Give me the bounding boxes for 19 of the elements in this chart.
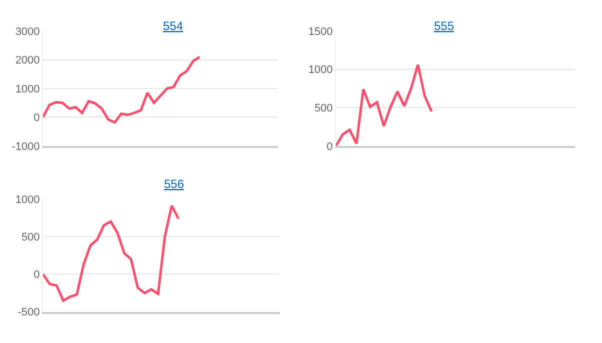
y-tick-label: 0 <box>326 140 333 153</box>
y-tick-label: 1000 <box>308 64 333 76</box>
y-tick-label: 0 <box>34 112 40 124</box>
y-tick-label: -1000 <box>12 140 40 153</box>
line-series <box>43 204 180 302</box>
y-tick-label: -500 <box>18 306 40 319</box>
y-tick-label: 500 <box>314 102 333 114</box>
y-tick-label: 1000 <box>15 194 40 206</box>
line-series <box>43 56 201 124</box>
y-tick-label: 2000 <box>15 54 40 67</box>
y-tick-label: 3000 <box>15 26 40 38</box>
y-tick-label: 500 <box>21 231 40 244</box>
chart-title: 556 <box>164 177 184 191</box>
y-tick-label: 1500 <box>308 26 333 38</box>
y-tick-label: 1000 <box>15 83 40 96</box>
line-series <box>336 63 433 146</box>
y-tick-label: 0 <box>34 269 40 282</box>
chart-title: 555 <box>434 19 454 33</box>
chart-title: 554 <box>163 19 184 33</box>
